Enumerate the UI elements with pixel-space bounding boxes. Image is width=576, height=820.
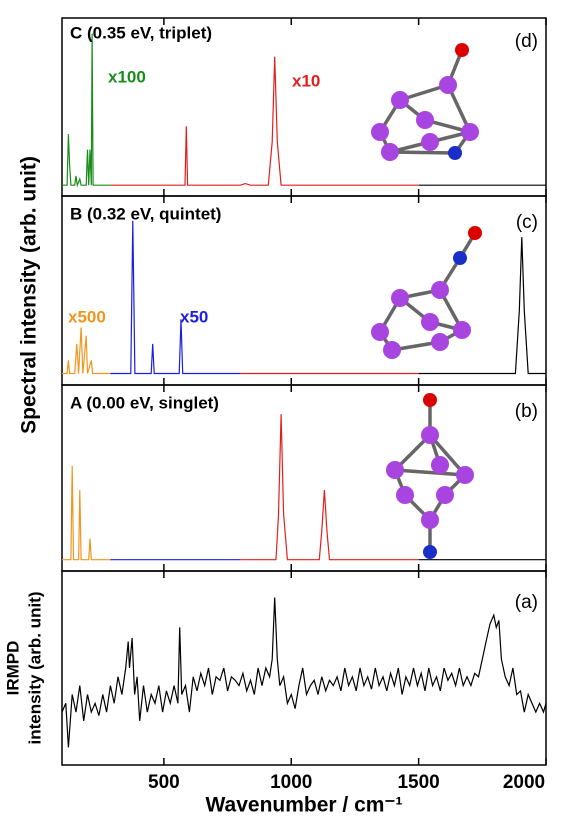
x-tick-label: 2000 <box>503 772 545 793</box>
scale-annotation: x50 <box>180 307 208 326</box>
panel-title: B (0.32 eV, quintet) <box>70 204 221 223</box>
panel-title: A (0.00 eV, singlet) <box>70 393 219 412</box>
y-axis-label: intensity (arb. unit) <box>25 592 44 745</box>
panel-frame <box>61 17 547 197</box>
shared-y-label: Spectral intensity (arb. unit) <box>18 156 41 434</box>
molecule-c <box>371 226 482 359</box>
panel-label: (c) <box>516 212 538 233</box>
molecule-b <box>386 393 474 559</box>
x-tick-label: 1500 <box>397 772 439 793</box>
spectrum-line <box>110 220 241 375</box>
scale-annotation: x10 <box>292 71 320 90</box>
panel-label: (d) <box>515 31 538 52</box>
scale-annotation: x100 <box>108 67 146 86</box>
spectrum-line <box>240 414 419 561</box>
panel-title: C (0.35 eV, triplet) <box>70 23 212 42</box>
molecule-d <box>371 43 479 161</box>
panel-label: (a) <box>515 592 538 613</box>
spectrum-line <box>418 237 546 375</box>
spectrum-line <box>110 56 419 186</box>
y-axis-label: IRMPD <box>3 641 22 696</box>
spectrum-line <box>62 327 111 375</box>
x-tick-label: 500 <box>148 772 180 793</box>
spectrum-line <box>61 597 547 748</box>
x-tick-label: 1000 <box>270 772 312 793</box>
x-axis-label: Wavenumber / cm⁻¹ <box>205 794 402 817</box>
spectrum-line <box>62 33 111 188</box>
panel-frame <box>61 570 547 766</box>
spectrum-line <box>62 465 111 561</box>
panel-label: (b) <box>515 401 538 422</box>
scale-annotation: x500 <box>68 307 106 326</box>
